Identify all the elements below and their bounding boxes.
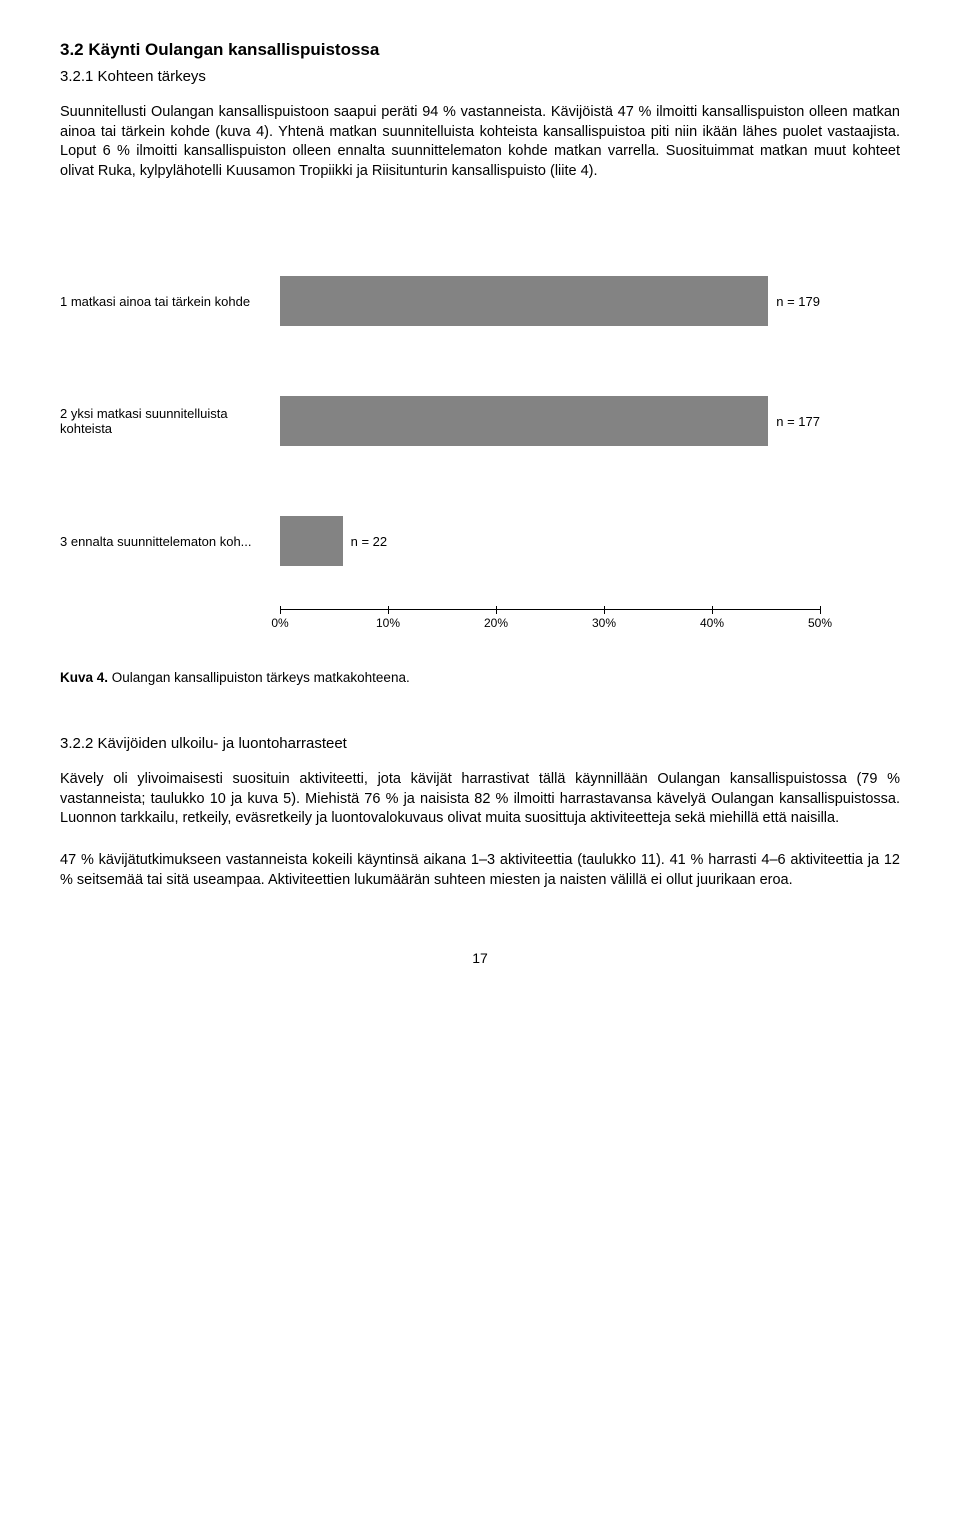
chart-row-label: 1 matkasi ainoa tai tärkein kohde: [60, 294, 280, 309]
bar: [280, 516, 343, 566]
bar: [280, 276, 768, 326]
bar-area: n = 22: [280, 511, 820, 571]
chart-row-label: 3 ennalta suunnittelematon koh...: [60, 534, 280, 549]
subsection-heading-2: 3.2.2 Kävijöiden ulkoilu- ja luontoharra…: [60, 735, 900, 752]
axis-tick-label: 50%: [808, 616, 832, 630]
axis-tick-label: 40%: [700, 616, 724, 630]
bar-area: n = 177: [280, 391, 820, 451]
bar-value-label: n = 177: [776, 414, 820, 429]
caption-text: Oulangan kansallipuiston tärkeys matkako…: [108, 670, 410, 685]
figure-caption: Kuva 4. Oulangan kansallipuiston tärkeys…: [60, 670, 900, 685]
x-axis: 0%10%20%30%40%50%: [280, 609, 820, 640]
chart-row: 2 yksi matkasi suunnitelluista kohteista…: [60, 361, 900, 481]
axis-tick: [496, 606, 497, 614]
subsection-heading-1: 3.2.1 Kohteen tärkeys: [60, 68, 900, 85]
chart-row: 3 ennalta suunnittelematon koh... n = 22: [60, 481, 900, 601]
axis-tick-label: 20%: [484, 616, 508, 630]
paragraph-1: Suunnitellusti Oulangan kansallispuistoo…: [60, 103, 900, 181]
paragraph-3: 47 % kävijätutkimukseen vastanneista kok…: [60, 851, 900, 890]
bar-value-label: n = 179: [776, 294, 820, 309]
paragraph-2: Kävely oli ylivoimaisesti suosituin akti…: [60, 770, 900, 829]
chart-row: 1 matkasi ainoa tai tärkein kohde n = 179: [60, 241, 900, 361]
section-heading: 3.2 Käynti Oulangan kansallispuistossa: [60, 40, 900, 60]
axis-tick-label: 30%: [592, 616, 616, 630]
axis-tick: [280, 606, 281, 614]
axis-tick: [820, 606, 821, 614]
chart-row-label: 2 yksi matkasi suunnitelluista kohteista: [60, 406, 280, 436]
axis-tick: [604, 606, 605, 614]
axis-tick-label: 10%: [376, 616, 400, 630]
axis-tick-label: 0%: [271, 616, 288, 630]
caption-label: Kuva 4.: [60, 670, 108, 685]
bar: [280, 396, 768, 446]
bar-value-label: n = 22: [351, 534, 388, 549]
page-number: 17: [60, 950, 900, 966]
axis-tick: [712, 606, 713, 614]
axis-tick: [388, 606, 389, 614]
bar-chart: 1 matkasi ainoa tai tärkein kohde n = 179…: [60, 241, 900, 640]
bar-area: n = 179: [280, 271, 820, 331]
